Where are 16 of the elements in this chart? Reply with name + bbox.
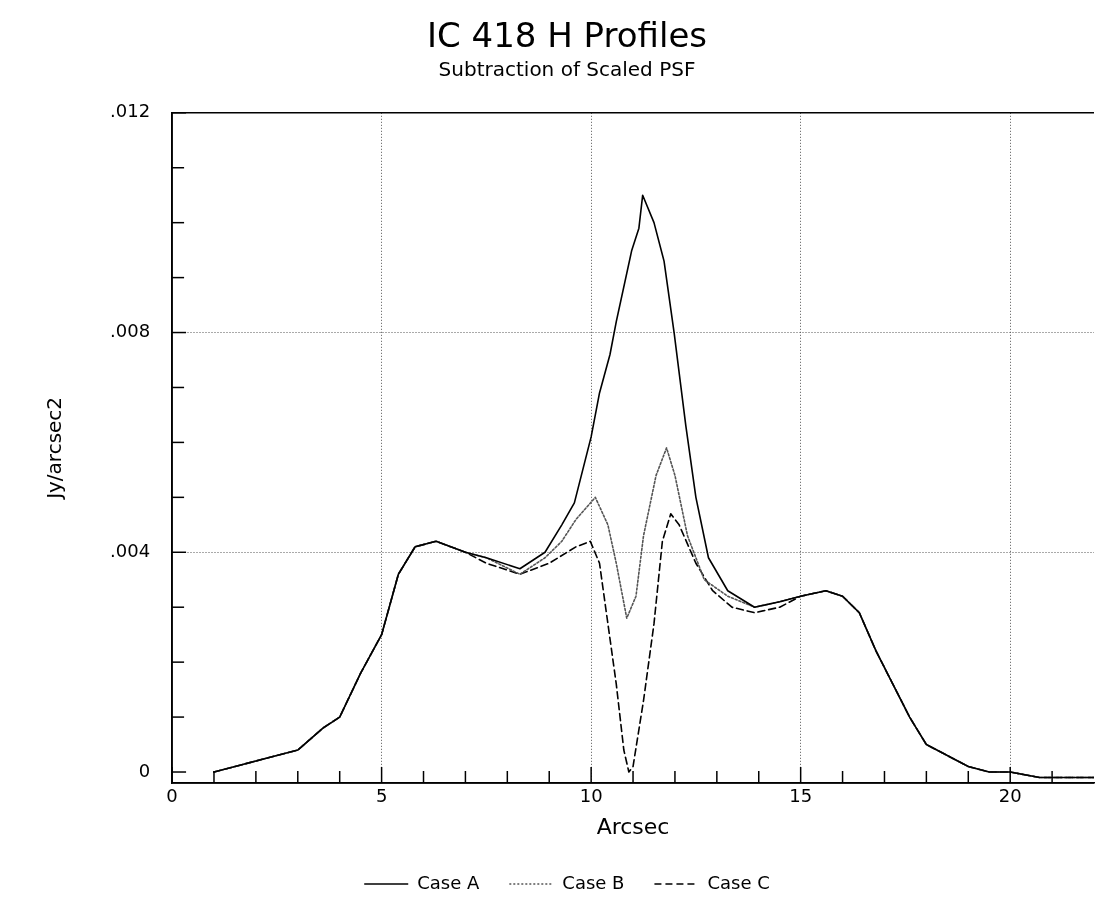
legend-label: Case A (417, 871, 480, 893)
x-tick-label: 20 (998, 785, 1022, 807)
x-tick-label: 0 (166, 785, 178, 807)
y-tick-label: .008 (110, 320, 151, 342)
x-tick-label: 10 (579, 785, 603, 807)
x-tick-label: 5 (375, 785, 388, 807)
y-tick-label: .012 (110, 100, 151, 122)
y-tick-label: 0 (138, 759, 151, 781)
chart-title: IC 418 H Profiles (426, 15, 708, 56)
y-axis-title: Jy/arcsec2 (42, 396, 67, 501)
legend-label: Case C (707, 871, 770, 893)
x-axis-title: Arcsec (596, 813, 670, 839)
x-tick-label: 15 (789, 785, 813, 807)
y-tick-label: .004 (110, 539, 151, 561)
chart-subtitle: Subtraction of Scaled PSF (438, 57, 696, 81)
legend-label: Case B (562, 871, 625, 893)
